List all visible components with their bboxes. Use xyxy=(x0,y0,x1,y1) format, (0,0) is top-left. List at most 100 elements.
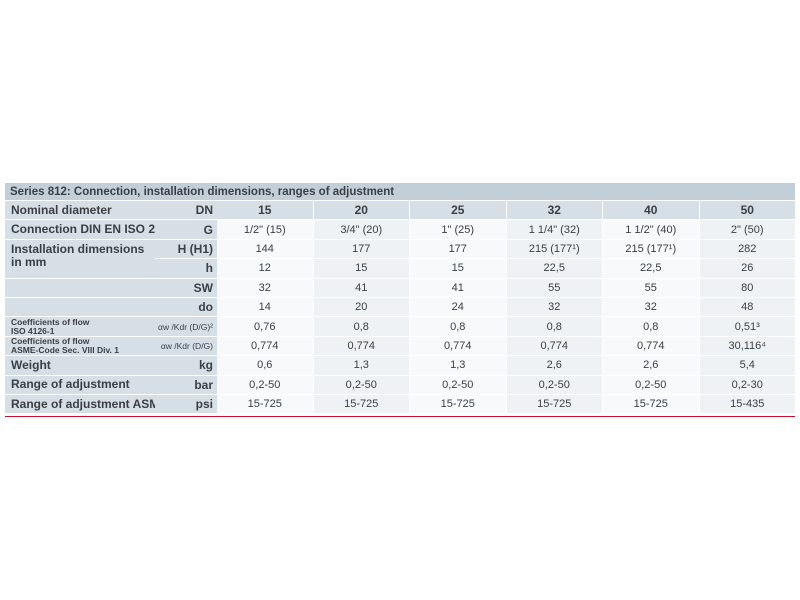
cell: 15-725 xyxy=(506,395,602,414)
cell: 0,8 xyxy=(603,317,699,336)
row-label: Coefficients of flow ASME-Code Sec. VIII … xyxy=(5,335,155,356)
column-header: 50 xyxy=(699,201,795,220)
row-unit: SW xyxy=(155,278,217,297)
column-header: 15 xyxy=(217,201,313,220)
cell: 0,2-50 xyxy=(603,375,699,394)
cell: 0,774 xyxy=(506,336,602,356)
row-label: Nominal diameter xyxy=(5,201,155,220)
row-unit: αw /Kdr (D/G) xyxy=(155,336,217,356)
cell: 177 xyxy=(410,239,506,259)
cell: 15 xyxy=(313,259,409,278)
column-header: 32 xyxy=(506,201,602,220)
cell: 2,6 xyxy=(603,356,699,375)
cell: 15-725 xyxy=(217,395,313,414)
row-label-line: Coefficients of flow xyxy=(11,316,90,327)
cell: 1 1/2" (40) xyxy=(603,220,699,239)
cell: 144 xyxy=(217,239,313,259)
cell: 0,2-30 xyxy=(699,375,795,394)
row-label: Weight xyxy=(5,356,155,375)
cell: 282 xyxy=(699,239,795,259)
row-label xyxy=(5,278,155,297)
cell: 48 xyxy=(699,298,795,317)
row-label-line: Range of adjustment xyxy=(11,377,130,392)
cell: 0,8 xyxy=(506,317,602,336)
cell: 80 xyxy=(699,278,795,297)
row-unit: bar xyxy=(155,375,217,394)
column-header: 25 xyxy=(410,201,506,220)
row-unit: H (H1) xyxy=(155,239,217,259)
cell: 30,116⁴ xyxy=(699,336,795,356)
row-label: Range of adjustment ASME xyxy=(5,395,167,414)
row-label-line: Weight xyxy=(11,357,51,372)
row-label-line: ISO 4126-1 xyxy=(11,325,55,336)
cell: 22,5 xyxy=(603,259,699,278)
cell: 26 xyxy=(699,259,795,278)
column-header: 40 xyxy=(603,201,699,220)
row-label-line: ASME-Code Sec. VIII Div. 1 xyxy=(11,344,120,355)
cell: 5,4 xyxy=(699,356,795,375)
row-unit: do xyxy=(155,298,217,317)
row-label: Connection DIN EN ISO 228 xyxy=(5,220,168,239)
row-label: Coefficients of flow ISO 4126-1 xyxy=(5,316,155,336)
cell: 0,774 xyxy=(217,336,313,356)
column-header: 20 xyxy=(313,201,409,220)
cell: 24 xyxy=(410,298,506,317)
cell: 0,774 xyxy=(410,336,506,356)
cell: 32 xyxy=(603,298,699,317)
row-label: Range of adjustment xyxy=(5,375,155,394)
cell: 12 xyxy=(217,259,313,278)
cell: 55 xyxy=(506,278,602,297)
cell: 15 xyxy=(410,259,506,278)
row-unit: h xyxy=(155,259,217,278)
cell: 20 xyxy=(313,298,409,317)
row-unit: G xyxy=(155,220,217,239)
cell: 14 xyxy=(217,298,313,317)
cell: 0,8 xyxy=(410,317,506,336)
cell: 15-725 xyxy=(603,395,699,414)
cell: 1" (25) xyxy=(410,220,506,239)
cell: 15-725 xyxy=(410,395,506,414)
row-unit: kg xyxy=(155,356,217,375)
cell: 55 xyxy=(603,278,699,297)
cell: 215 (177¹) xyxy=(603,239,699,259)
row-unit: αw /Kdr (D/G)² xyxy=(155,317,217,336)
cell: 22,5 xyxy=(506,259,602,278)
cell: 0,6 xyxy=(217,356,313,375)
cell: 1/2" (15) xyxy=(217,220,313,239)
row-unit: DN xyxy=(155,201,217,220)
cell: 0,8 xyxy=(313,317,409,336)
cell: 3/4" (20) xyxy=(313,220,409,239)
cell: 215 (177¹) xyxy=(506,239,602,259)
cell: 15-435 xyxy=(699,395,795,414)
row-label xyxy=(5,298,155,317)
cell: 32 xyxy=(217,278,313,297)
cell: 0,774 xyxy=(603,336,699,356)
row-unit: psi xyxy=(155,395,217,414)
cell: 2" (50) xyxy=(699,220,795,239)
cell: 0,51³ xyxy=(699,317,795,336)
cell: 0,76 xyxy=(217,317,313,336)
row-label-line: Installation dimensions xyxy=(11,241,145,256)
cell: 41 xyxy=(313,278,409,297)
row-label-line: Range of adjustment ASME xyxy=(11,396,168,411)
cell: 32 xyxy=(506,298,602,317)
cell: 0,2-50 xyxy=(506,375,602,394)
cell: 1,3 xyxy=(313,356,409,375)
cell: 1,3 xyxy=(410,356,506,375)
bottom-rule xyxy=(5,416,795,417)
cell: 15-725 xyxy=(313,395,409,414)
cell: 0,2-50 xyxy=(313,375,409,394)
cell: 41 xyxy=(410,278,506,297)
row-label-line: Coefficients of flow xyxy=(11,335,90,346)
cell: 0,2-50 xyxy=(217,375,313,394)
cell: 177 xyxy=(313,239,409,259)
cell: 0,774 xyxy=(313,336,409,356)
cell: 1 1/4" (32) xyxy=(506,220,602,239)
row-label-line: Connection DIN EN ISO 228 xyxy=(11,222,169,237)
row-label-line: in mm xyxy=(11,254,47,269)
table-title: Series 812: Connection, installation dim… xyxy=(5,183,795,200)
cell: 0,2-50 xyxy=(410,375,506,394)
row-label: Installation dimensions in mm xyxy=(5,239,155,278)
cell: 2,6 xyxy=(506,356,602,375)
